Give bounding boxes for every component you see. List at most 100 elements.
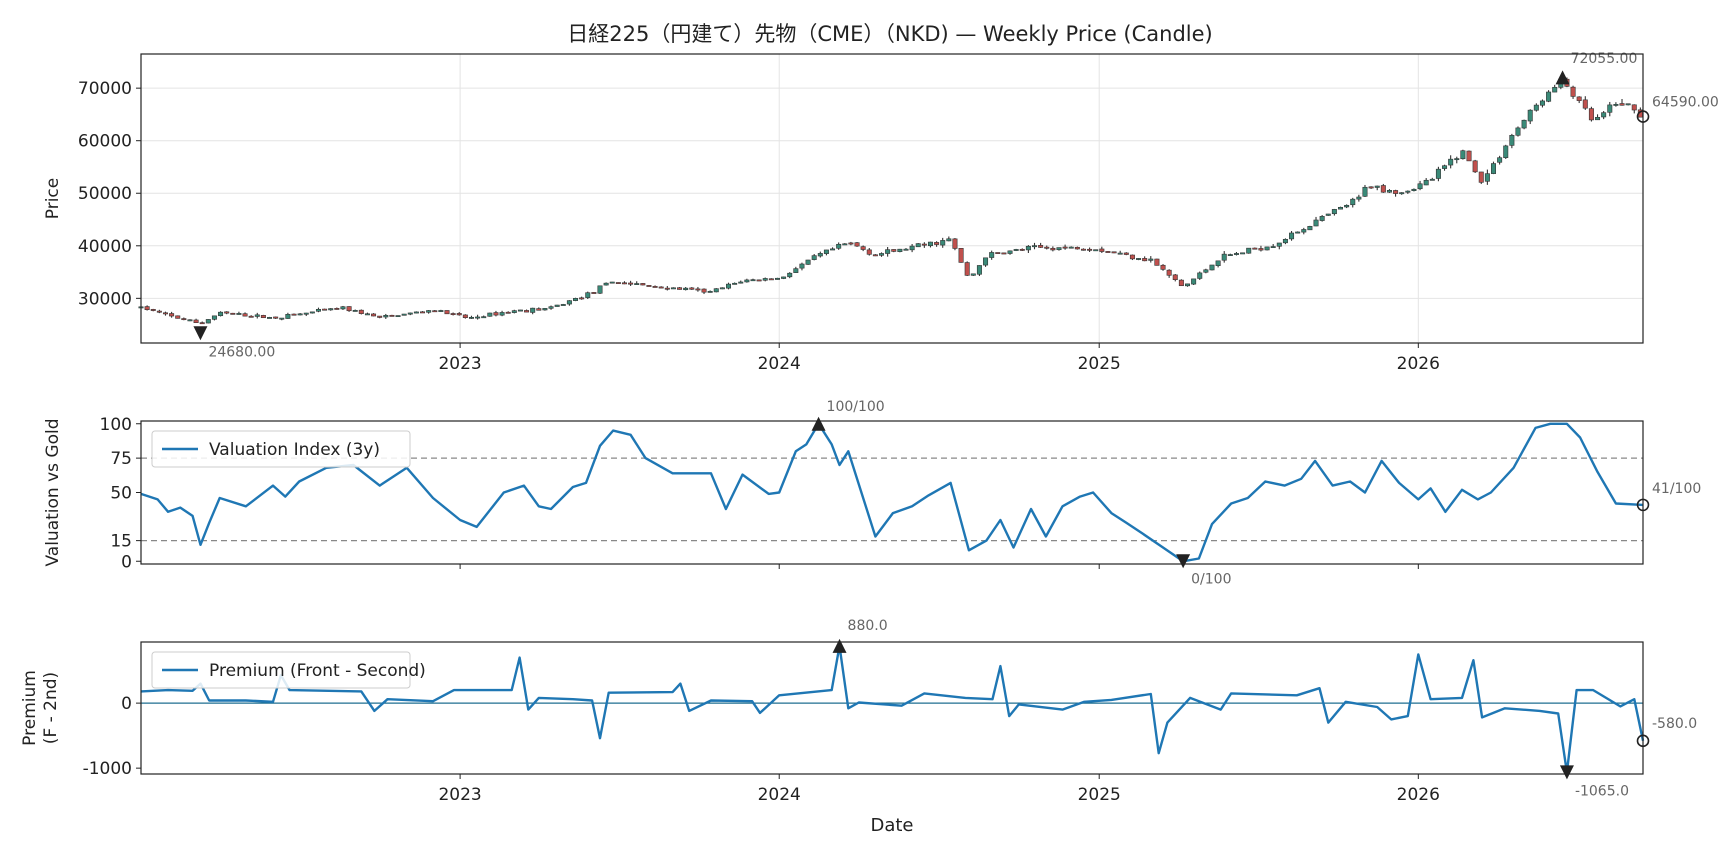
candle-body bbox=[781, 276, 787, 279]
candle-body bbox=[1185, 283, 1191, 287]
candle-body bbox=[1191, 278, 1197, 285]
candle-body bbox=[983, 257, 989, 266]
axes-frame bbox=[140, 53, 1644, 344]
min-marker bbox=[193, 326, 208, 341]
max-annotation: 880.0 bbox=[848, 618, 888, 634]
candle-body bbox=[1607, 104, 1613, 113]
candle-body bbox=[364, 313, 370, 316]
candle-body bbox=[1588, 108, 1594, 121]
candle-body bbox=[1209, 264, 1215, 271]
candle-body bbox=[1221, 253, 1227, 261]
last-annotation: 41/100 bbox=[1652, 481, 1701, 497]
candle-body bbox=[475, 316, 481, 319]
candle-body bbox=[866, 249, 872, 255]
last-annotation: -580.0 bbox=[1652, 716, 1697, 732]
candle-body bbox=[1129, 254, 1135, 260]
candle-body bbox=[524, 310, 530, 313]
candle-body bbox=[1215, 260, 1221, 267]
candle-body bbox=[1068, 246, 1074, 249]
candle-body bbox=[438, 310, 444, 312]
candle-body bbox=[683, 287, 689, 291]
candle-body bbox=[1295, 231, 1301, 234]
max-marker bbox=[811, 416, 826, 431]
candle-body bbox=[677, 287, 683, 290]
candle-body bbox=[1032, 245, 1038, 248]
candle-body bbox=[1044, 246, 1050, 249]
max-annotation: 100/100 bbox=[827, 399, 885, 415]
candle-body bbox=[432, 310, 438, 313]
candle-body bbox=[1454, 158, 1460, 161]
candle-body bbox=[1111, 251, 1117, 254]
candle-body bbox=[315, 308, 321, 312]
candle-body bbox=[1264, 246, 1270, 251]
legend-box bbox=[151, 651, 411, 689]
y-tick-label: 50 bbox=[110, 484, 132, 504]
candle-body bbox=[854, 242, 860, 247]
candle-body bbox=[267, 317, 273, 319]
candle-body bbox=[218, 311, 224, 317]
candle-body bbox=[903, 248, 909, 251]
candle-body bbox=[1307, 226, 1313, 231]
candle-body bbox=[1442, 165, 1448, 169]
candle-body bbox=[358, 309, 364, 314]
candle-body bbox=[1338, 206, 1344, 210]
candle-body bbox=[1631, 104, 1637, 111]
candle-body bbox=[517, 309, 523, 312]
candle-body bbox=[1466, 150, 1472, 162]
candle-body bbox=[1240, 252, 1246, 255]
candle-body bbox=[1619, 103, 1625, 106]
candle-body bbox=[285, 314, 291, 319]
candle-body bbox=[389, 314, 395, 317]
candle-body bbox=[450, 313, 456, 315]
candle-body bbox=[407, 312, 413, 315]
candle-body bbox=[1270, 246, 1276, 248]
y-axis-label: Valuation vs Gold bbox=[43, 418, 63, 566]
x-tick-label: 2024 bbox=[758, 785, 801, 805]
candle-body bbox=[768, 278, 774, 281]
candle-body bbox=[1539, 100, 1545, 106]
candle-body bbox=[885, 249, 891, 254]
y-tick-label: 75 bbox=[110, 449, 132, 469]
candle-body bbox=[248, 315, 254, 318]
candle-body bbox=[536, 308, 542, 311]
candle-body bbox=[915, 243, 921, 248]
y-tick-label: 15 bbox=[110, 532, 132, 552]
candle-body bbox=[1080, 248, 1086, 251]
candle-body bbox=[1105, 251, 1111, 253]
candle-body bbox=[1117, 252, 1123, 255]
candle-body bbox=[670, 287, 676, 290]
candle-body bbox=[346, 306, 352, 312]
candle-body bbox=[413, 311, 419, 314]
candle-body bbox=[1509, 134, 1515, 146]
candle-body bbox=[1258, 248, 1264, 251]
candle-body bbox=[481, 316, 487, 319]
candle-body bbox=[1331, 209, 1337, 215]
x-axis-label: Date bbox=[870, 815, 913, 836]
candle-body bbox=[891, 249, 897, 252]
candle-body bbox=[1148, 258, 1154, 261]
candle-body bbox=[1025, 245, 1031, 251]
candle-body bbox=[340, 306, 346, 310]
candle-body bbox=[1203, 269, 1209, 273]
candle-body bbox=[964, 262, 970, 276]
min-annotation: 24680.00 bbox=[208, 344, 275, 360]
candle-body bbox=[652, 286, 658, 288]
candle-body bbox=[542, 308, 548, 311]
min-marker bbox=[1176, 554, 1191, 569]
candle-body bbox=[328, 308, 334, 311]
candle-body bbox=[352, 310, 358, 312]
candle-body bbox=[1490, 163, 1496, 174]
candle-body bbox=[726, 283, 732, 289]
candle-body bbox=[560, 304, 566, 306]
candle-body bbox=[1166, 269, 1172, 276]
candle-body bbox=[1197, 272, 1203, 279]
candle-body bbox=[750, 279, 756, 282]
candle-body bbox=[1344, 204, 1350, 208]
candle-body bbox=[634, 283, 640, 285]
candle-body bbox=[1087, 248, 1093, 251]
legend-label: Valuation Index (3y) bbox=[209, 440, 380, 460]
candle-body bbox=[756, 279, 762, 282]
candle-body bbox=[621, 282, 627, 285]
candle-body bbox=[1056, 247, 1062, 251]
candle-body bbox=[401, 313, 407, 316]
